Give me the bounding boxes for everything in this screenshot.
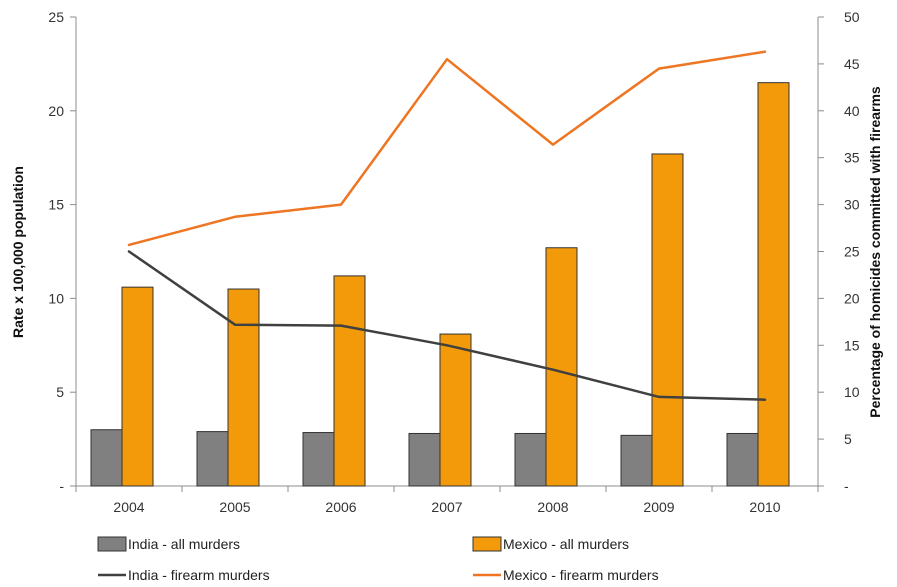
bar-india-all-murders <box>302 432 335 487</box>
bar-india-all-murders <box>726 432 759 487</box>
right-tick-label: 35 <box>844 150 860 166</box>
bar-mexico-all-murders <box>121 286 154 487</box>
legend: India - all murders Mexico - all murders… <box>97 536 659 583</box>
lines <box>127 50 767 401</box>
left-tick-label: 20 <box>48 103 64 119</box>
left-axis-title: Rate x 100,000 population <box>10 166 26 338</box>
tick-labels: - 5 10 15 20 25 - 5 10 15 20 25 30 35 40 45 50 2004 2005 20… <box>48 9 859 515</box>
legend-swatch-mexico-all-murders <box>472 536 502 552</box>
bar-mexico-all-murders <box>439 333 472 487</box>
line-india-firearm-murders <box>127 250 767 401</box>
x-tick-label: 2007 <box>431 499 462 515</box>
bar-mexico-all-murders <box>333 275 366 487</box>
bar-india-all-murders <box>620 434 653 487</box>
right-tick-label: 20 <box>844 290 860 306</box>
right-tick-label: 50 <box>844 9 860 25</box>
left-tick-label: 25 <box>48 9 64 25</box>
bar-mexico-all-murders <box>651 153 684 487</box>
right-tick-label: 25 <box>844 244 860 260</box>
right-tick-label: 15 <box>844 337 860 353</box>
legend-label-india-all-murders: India - all murders <box>128 536 240 552</box>
right-tick-label: 45 <box>844 56 860 72</box>
bar-india-all-murders <box>514 432 547 487</box>
bar-india-all-murders <box>196 431 229 487</box>
line-mexico-firearm-murders <box>127 50 767 247</box>
x-tick-label: 2008 <box>537 499 568 515</box>
right-axis-title: Percentage of homicides committed with f… <box>867 86 883 418</box>
right-tick-label: 40 <box>844 103 860 119</box>
legend-swatch-india-all-murders <box>97 536 127 552</box>
bars <box>90 82 790 487</box>
right-tick-label: 30 <box>844 197 860 213</box>
bar-mexico-all-murders <box>545 247 578 487</box>
x-tick-label: 2009 <box>643 499 674 515</box>
left-tick-label: 5 <box>56 384 64 400</box>
x-tick-label: 2004 <box>113 499 144 515</box>
left-tick-label: 10 <box>48 290 64 306</box>
x-tick-label: 2005 <box>219 499 250 515</box>
right-tick-label: 5 <box>844 431 852 447</box>
left-tick-label: - <box>59 478 64 494</box>
legend-label-india-firearm-murders: India - firearm murders <box>128 567 270 583</box>
bar-india-all-murders <box>90 429 123 487</box>
bar-mexico-all-murders <box>757 82 790 487</box>
right-tick-label: - <box>844 478 849 494</box>
legend-label-mexico-all-murders: Mexico - all murders <box>503 536 629 552</box>
x-tick-label: 2010 <box>749 499 780 515</box>
x-tick-label: 2006 <box>325 499 356 515</box>
legend-label-mexico-firearm-murders: Mexico - firearm murders <box>503 567 659 583</box>
bar-india-all-murders <box>408 432 441 487</box>
bar-mexico-all-murders <box>227 288 260 487</box>
left-tick-label: 15 <box>48 197 64 213</box>
right-tick-label: 10 <box>844 384 860 400</box>
